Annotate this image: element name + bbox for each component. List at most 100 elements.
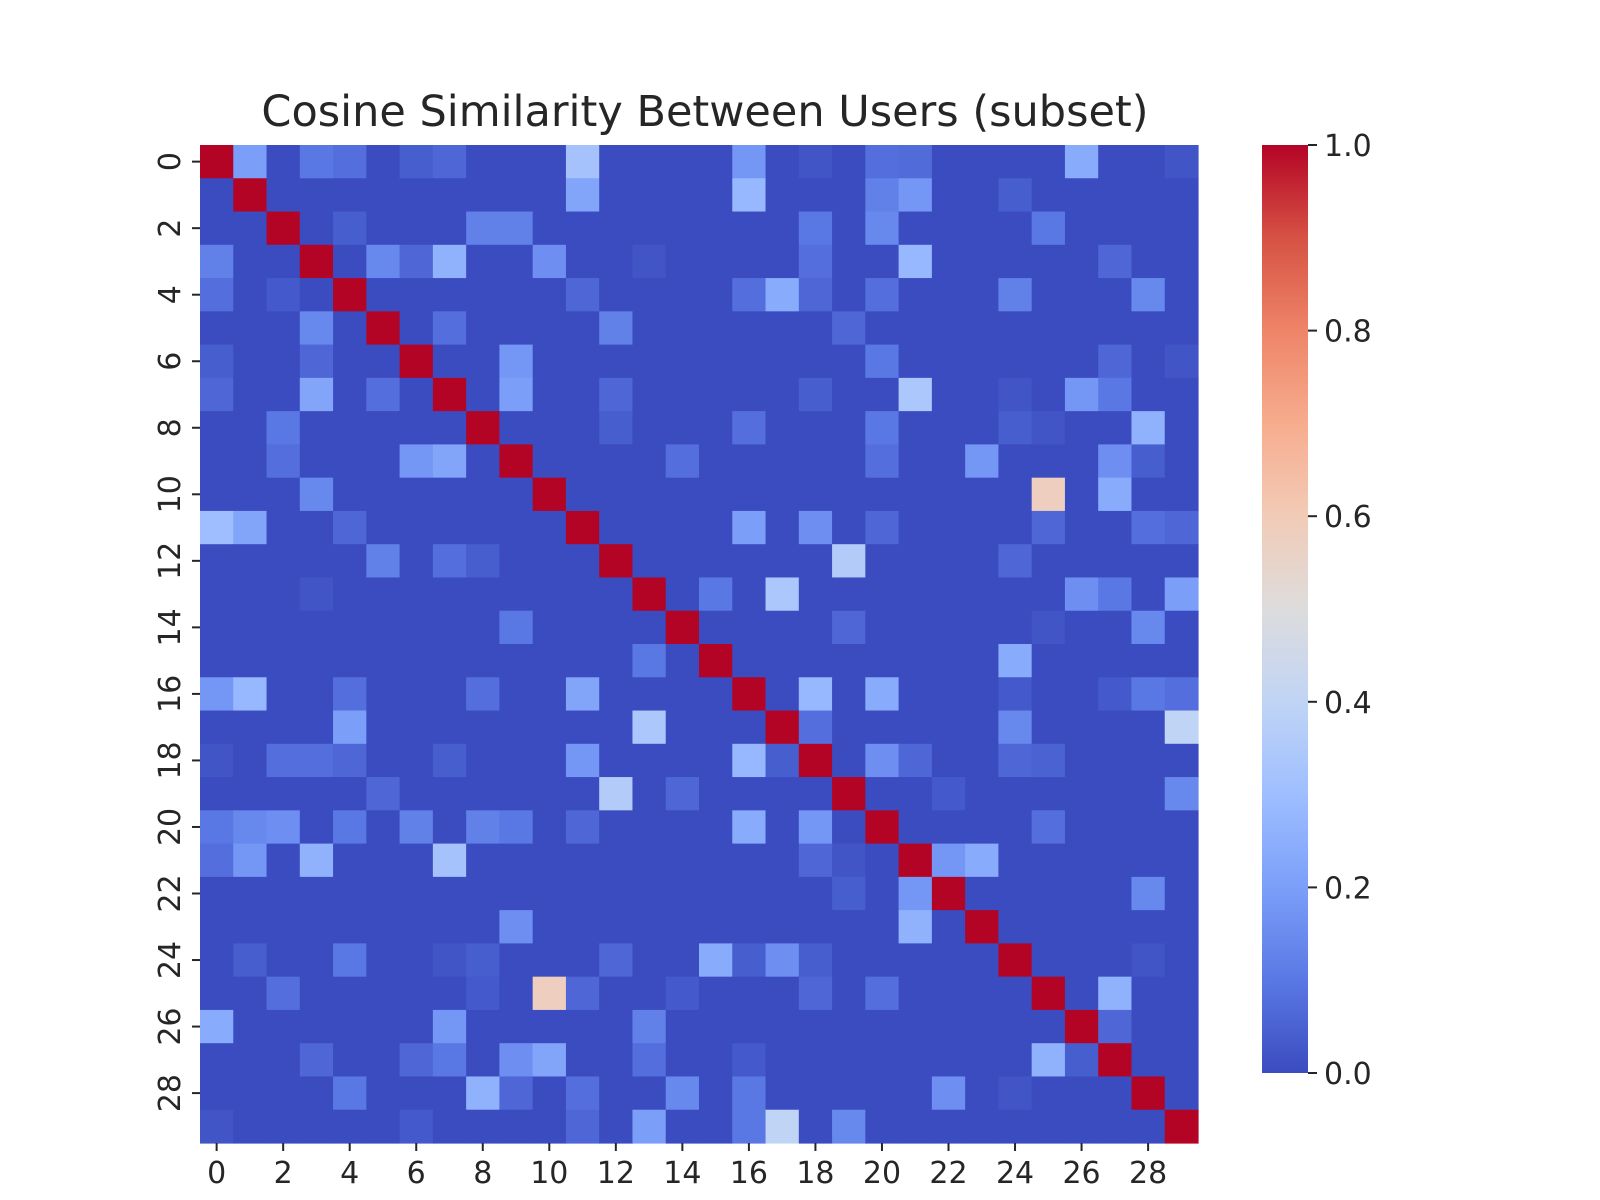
heatmap-cell [399,311,434,346]
heatmap-cell [565,876,600,911]
heatmap-cell [632,244,667,279]
heatmap-cell [299,1109,334,1144]
heatmap-cell [1031,610,1066,645]
heatmap-cell [998,510,1033,545]
heatmap-cell [931,1076,966,1111]
heatmap-cell [832,610,866,645]
heatmap-cell [599,1043,634,1078]
heatmap-cell [466,411,500,445]
heatmap-cell [1164,211,1199,246]
heatmap-cell [1164,377,1199,412]
heatmap-cell [898,644,933,678]
heatmap-cell [366,1109,401,1144]
heatmap-cell [798,910,833,944]
heatmap-cell [565,1043,600,1078]
heatmap-cell [1131,876,1166,911]
heatmap-cell [732,411,767,445]
heatmap-cell [399,777,434,811]
heatmap-cell [1031,644,1066,678]
heatmap-cell [898,510,933,545]
heatmap-cell [532,411,567,445]
heatmap-cell [998,344,1033,379]
heatmap-cell [898,544,933,579]
heatmap-cell [466,544,500,579]
heatmap-cell [832,1076,866,1111]
heatmap-cell [898,278,933,312]
heatmap-cell [998,411,1033,445]
heatmap-cell [1064,178,1099,213]
heatmap-cell [432,145,467,179]
heatmap-cell [399,544,434,579]
heatmap-cell [599,810,634,845]
heatmap-cell [565,943,600,978]
heatmap-cell [732,544,767,579]
heatmap-cell [898,477,933,512]
heatmap-cell [1131,577,1166,612]
y-tick-label: 0 [153,152,188,171]
heatmap-cell [532,610,567,645]
heatmap-cell [898,577,933,612]
heatmap-cell [299,444,334,479]
heatmap-cell [233,278,268,312]
heatmap-cell [665,211,700,246]
heatmap-cell [432,411,467,445]
heatmap-cell [898,411,933,445]
heatmap-cell [233,710,268,745]
heatmap-cell [432,743,467,778]
heatmap-cell [865,743,900,778]
heatmap-cell [1031,477,1066,512]
heatmap-cell [931,544,966,579]
heatmap-cell [366,810,401,845]
heatmap-cell [931,743,966,778]
heatmap-cell [1098,976,1133,1011]
y-tick-label: 6 [153,352,188,371]
heatmap-cell [765,411,800,445]
heatmap-cell [765,943,800,978]
heatmap-cell [399,743,434,778]
heatmap-cell [466,976,500,1011]
heatmap-cell [366,976,401,1011]
heatmap-cell [699,1076,733,1111]
heatmap-cell [665,843,700,878]
heatmap-cell [898,444,933,479]
heatmap-cell [1164,1009,1199,1044]
heatmap-cell [1098,444,1133,479]
heatmap-cell [1164,710,1199,745]
heatmap-cell [699,677,733,712]
y-tick-label: 2 [153,219,188,238]
heatmap-cell [665,411,700,445]
heatmap-cell [1064,311,1099,346]
heatmap-cell [200,910,234,944]
heatmap-cell [499,1109,534,1144]
heatmap-cell [266,411,301,445]
heatmap-cell [432,344,467,379]
heatmap-cell [366,377,401,412]
heatmap-cell [399,377,434,412]
heatmap-cell [1064,211,1099,246]
heatmap-cell [998,1043,1033,1078]
heatmap-cell [998,444,1033,479]
heatmap-cell [798,477,833,512]
heatmap-cell [798,145,833,179]
heatmap-cell [565,976,600,1011]
heatmap-cell [466,178,500,213]
heatmap-cell [832,577,866,612]
heatmap-cell [798,1043,833,1078]
heatmap-cell [898,810,933,845]
heatmap-cell [1164,444,1199,479]
heatmap-cell [865,810,900,845]
heatmap-cell [599,510,634,545]
heatmap-cell [965,1043,999,1078]
heatmap-cell [798,743,833,778]
heatmap-cell [200,743,234,778]
heatmap-cell [233,943,268,978]
heatmap-cell [732,244,767,279]
heatmap-cell [200,976,234,1011]
heatmap-cell [599,377,634,412]
heatmap-cell [632,810,667,845]
heatmap-cell [565,1076,600,1111]
heatmap-cells [200,145,1199,1144]
colorbar-tick-label: 0.0 [1324,1057,1372,1092]
heatmap-cell [333,411,367,445]
